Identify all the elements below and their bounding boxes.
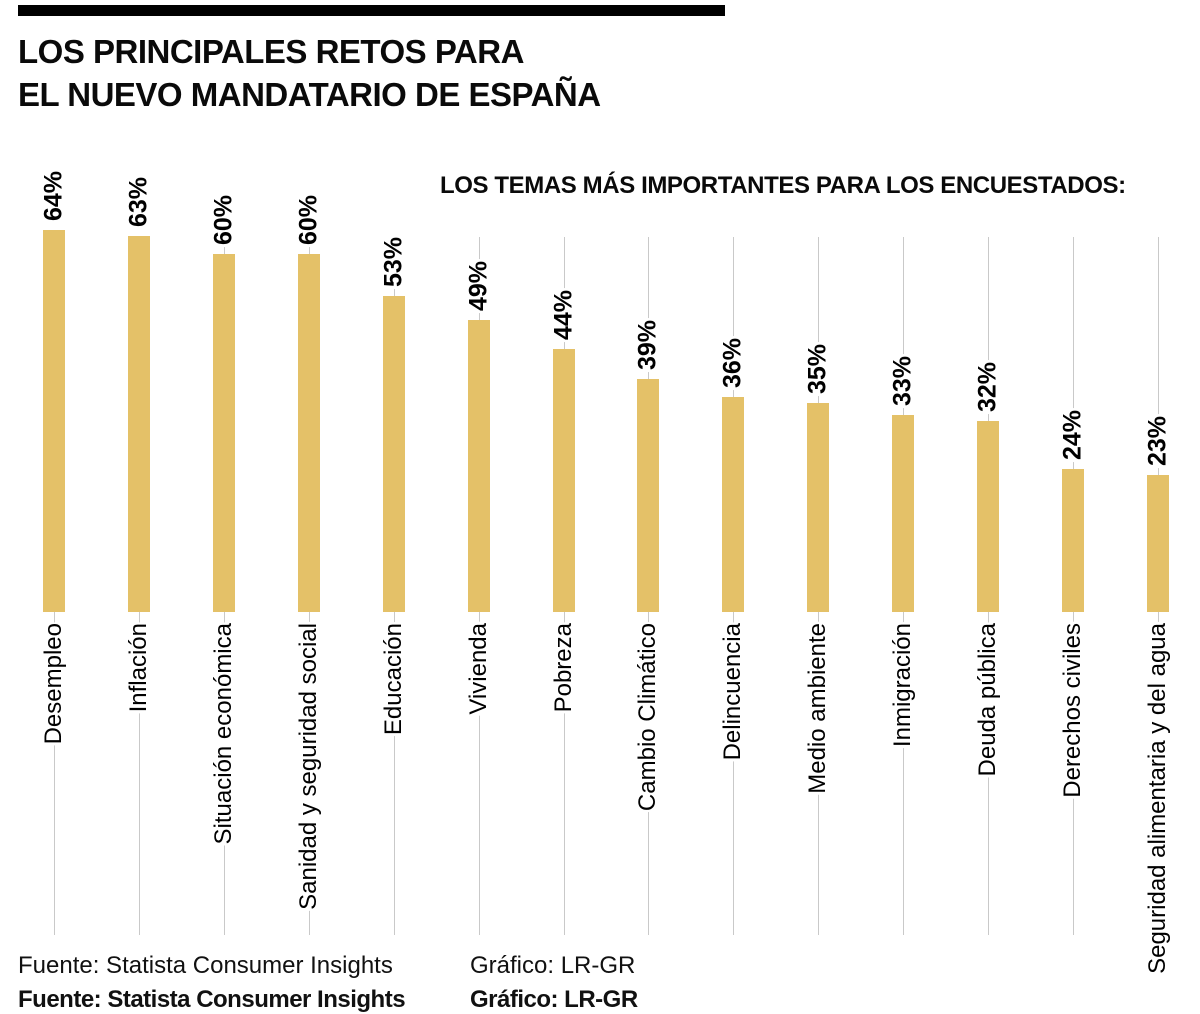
chart-column: 44% Pobreza [521,160,606,1001]
chart-column: 49% Vivienda [436,160,521,1001]
bar-category-label: Sanidad y seguridad social [293,622,325,911]
chart-column: 32% Deuda pública [945,160,1030,1001]
chart-column: 60% Situación económica [182,160,267,1001]
bar-value-label: 60% [294,192,324,247]
bar-value-label: 53% [379,234,409,289]
bar-category-label: Desempleo [38,622,71,746]
chart-column: 60% Sanidad y seguridad social [267,160,352,1001]
bar-value-label: 24% [1057,407,1088,462]
chart-column: 24% Derechos civiles [1030,160,1115,1001]
bar-category-label: Inmigración [887,622,919,749]
bar-value-label: 23% [1142,413,1173,468]
bar-value-label: 49% [463,258,494,313]
chart-subtitle: LOS TEMAS MÁS IMPORTANTES PARA LOS ENCUE… [440,172,1126,199]
bar-value-label: 60% [209,192,239,247]
bar [43,230,66,612]
bar [213,254,236,612]
chart-column: 63% Inflación [97,160,182,1001]
bar-value-label: 32% [973,359,1003,414]
bar-value-label: 33% [888,353,918,408]
bar-category-label: Cambio Climático [632,622,665,813]
chart-column: 39% Cambio Climático [606,160,691,1001]
source-credit-clipped: Fuente: Statista Consumer Insights [18,986,406,1013]
bar-category-label: Situación económica [208,622,240,846]
bar-category-label: Medio ambiente [802,622,834,795]
bar-chart: 64% Desempleo 63% Inflación 60% Situación eco… [12,160,1200,1001]
bar-value-label: 36% [718,335,749,390]
source-credit: Fuente: Statista Consumer Insights [18,952,393,979]
chart-column: 64% Desempleo [12,160,97,1001]
chart-column: 35% Medio ambiente [776,160,861,1001]
bar [722,397,745,612]
bar-category-label: Vivienda [462,622,495,716]
chart-column: 23% Seguridad alimentaria y del agua [1115,160,1200,1001]
chart-column: 53% Educación [351,160,436,1001]
bar [1146,475,1169,612]
bar [128,236,151,612]
bar-category-label: Derechos civiles [1056,622,1089,799]
bar-value-label: 35% [803,341,833,396]
graphic-credit: Gráfico: LR-GR [470,952,636,979]
bar [637,379,660,612]
chart-title-line1: LOS PRINCIPALES RETOS PARA [18,33,524,70]
bar [807,403,830,612]
bar-value-label: 63% [124,174,155,229]
bar [552,349,575,612]
bar-category-label: Seguridad alimentaria y del agua [1141,622,1174,975]
bar [467,320,490,612]
bar-value-label: 39% [633,317,664,372]
bar [382,296,405,612]
bar-category-label: Inflación [123,622,156,714]
bar [1061,469,1084,612]
bar-category-label: Delincuencia [717,622,750,762]
bar [892,415,915,612]
chart-column: 36% Delincuencia [691,160,776,1001]
bar-category-label: Deuda pública [972,622,1004,778]
bar-value-label: 64% [39,168,70,223]
bar [976,421,999,612]
bar-category-label: Educación [378,622,410,737]
bar-value-label: 44% [548,287,579,342]
chart-title-line2: EL NUEVO MANDATARIO DE ESPAÑA [18,76,601,113]
top-rule [18,5,725,16]
bar-category-label: Pobreza [547,622,580,714]
chart-column: 33% Inmigración [861,160,946,1001]
bar [298,254,320,612]
graphic-credit-clipped: Gráfico: LR-GR [470,986,638,1013]
